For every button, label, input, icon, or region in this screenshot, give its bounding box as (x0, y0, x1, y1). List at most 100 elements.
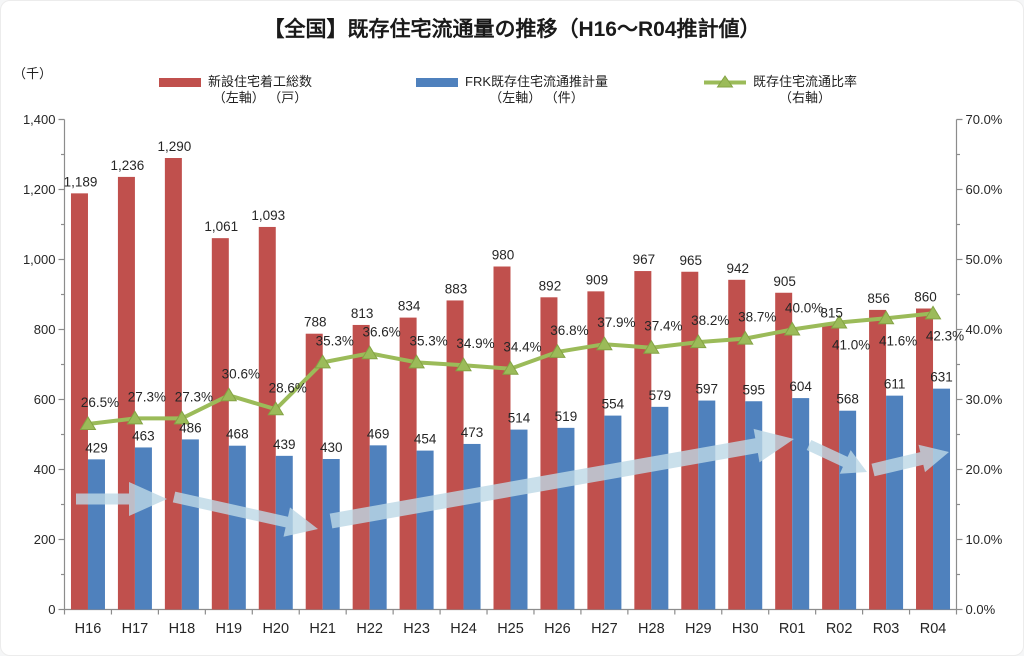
bars (70, 158, 951, 610)
x-axis-label: H29 (685, 621, 712, 637)
ratio-marker (361, 345, 379, 360)
ratio-value-label: 30.6% (222, 366, 260, 381)
frk-value-label: 597 (696, 382, 719, 397)
ratio-marker (314, 354, 332, 369)
new-starts-value-label: 834 (398, 299, 421, 314)
ratio-marker (549, 343, 566, 358)
bar-frk-existing-volume (134, 447, 152, 610)
ratio-marker (126, 410, 144, 425)
bar-new-housing-starts (70, 193, 88, 610)
trend-arrow (172, 491, 318, 537)
trend-arrow (806, 440, 867, 474)
trend-arrow (76, 482, 167, 516)
frk-value-label: 463 (132, 428, 155, 443)
frk-value-label: 439 (273, 437, 296, 452)
legend-label: FRK既存住宅流通推計量 （左軸） （件） (465, 74, 609, 105)
frk-value-label: 468 (226, 427, 249, 442)
x-axis-label: H25 (497, 621, 524, 637)
ratio-value-label: 36.8% (550, 323, 588, 338)
ratio-value-label: 35.3% (409, 333, 447, 348)
legend-bar-swatch (159, 78, 201, 87)
bar-new-housing-starts (446, 300, 464, 610)
new-starts-value-label: 1,236 (111, 158, 145, 173)
new-starts-value-label: 860 (914, 290, 937, 305)
bar-frk-existing-volume (369, 445, 387, 610)
x-axis-label: H17 (122, 621, 149, 637)
x-axis-label: H28 (638, 621, 665, 637)
x-axis-label: H24 (450, 621, 477, 637)
ratio-marker (267, 401, 285, 416)
left-axis-tick-label: 200 (34, 532, 56, 547)
legend-label: 既存住宅流通比率 （右軸） (753, 74, 858, 105)
ratio-value-label: 38.2% (691, 313, 729, 328)
ratio-value-label: 28.6% (269, 380, 307, 395)
x-axis-label: H18 (169, 621, 196, 637)
x-axis-label: H21 (309, 621, 336, 637)
ratio-marker (736, 330, 754, 345)
bar-new-housing-starts (352, 324, 370, 610)
ratio-marker (924, 305, 942, 320)
chart-title: 【全国】既存住宅流通量の推移（H16～R04推計値） (263, 18, 761, 41)
right-axis-tick-label: 20.0% (966, 462, 1003, 477)
legend-label: 新設住宅着工総数 （左軸） （戸） (208, 74, 313, 105)
bar-new-housing-starts (164, 158, 182, 610)
bar-frk-existing-volume (228, 445, 246, 610)
new-starts-value-label: 1,290 (157, 139, 191, 154)
ratio-marker (502, 360, 519, 375)
value-labels: 1,189 1,236 1,290 1,061 1,093 788 813 834 883 980… (64, 139, 965, 455)
new-starts-value-label: 980 (492, 248, 515, 263)
bar-frk-existing-volume (557, 427, 575, 610)
axis-tick-labels: 0 200 400 600 800 1,000 1,200 1,400 0.0% 10.0% 20.… (23, 112, 1003, 617)
ratio-marker (408, 354, 425, 369)
bar-new-housing-starts (634, 271, 652, 610)
frk-value-label: 595 (742, 382, 765, 397)
ratio-marker (79, 416, 97, 430)
frk-value-label: 514 (508, 411, 531, 426)
trend-arrows (76, 428, 949, 537)
x-axis-label: H30 (732, 621, 759, 637)
x-axis-label: R03 (873, 621, 900, 637)
frk-value-label: 579 (649, 388, 672, 403)
x-axis-label: R02 (826, 621, 853, 637)
bar-frk-existing-volume (933, 388, 951, 610)
left-axis-tick-label: 1,400 (23, 112, 56, 127)
new-starts-value-label: 1,061 (204, 219, 238, 234)
bar-frk-existing-volume (604, 415, 622, 610)
left-axis-tick-label: 1,200 (23, 182, 56, 197)
left-axis-tick-label: 0 (48, 602, 55, 617)
new-starts-value-label: 905 (773, 274, 796, 289)
left-axis-unit-label: （千） (13, 66, 53, 81)
new-starts-value-label: 813 (351, 306, 374, 321)
ratio-value-label: 26.5% (81, 395, 119, 410)
trend-arrow (871, 444, 949, 477)
bar-frk-existing-volume (181, 439, 199, 610)
left-axis-tick-label: 1,000 (23, 252, 56, 267)
bar-new-housing-starts (822, 324, 840, 610)
left-axis-tick-label: 400 (34, 462, 56, 477)
ratio-marker (173, 410, 191, 425)
x-axis-labels: H16 H17 H18 H19 H20 H21 H22 H23 H24 H25 H26 H27 H28 H… (75, 621, 947, 637)
ratio-value-label: 27.3% (175, 389, 213, 404)
bar-new-housing-starts (540, 297, 558, 610)
ratio-line (79, 305, 942, 430)
ratio-marker (596, 336, 613, 351)
bar-frk-existing-volume (416, 450, 434, 610)
ratio-marker (830, 314, 848, 329)
bar-frk-existing-volume (87, 459, 105, 610)
bar-frk-existing-volume (886, 395, 904, 610)
frk-value-label: 611 (884, 377, 906, 392)
legend-bar-swatch (416, 78, 458, 87)
frk-value-label: 568 (836, 392, 859, 407)
x-axis-label: R04 (920, 621, 947, 637)
right-axis-tick-label: 10.0% (966, 532, 1003, 547)
new-starts-value-label: 856 (867, 291, 890, 306)
new-starts-value-label: 967 (633, 252, 656, 267)
x-axis-label: H19 (216, 621, 243, 637)
new-starts-value-label: 815 (820, 305, 843, 320)
left-axis-tick-label: 600 (34, 392, 56, 407)
frk-value-label: 469 (367, 426, 390, 441)
bar-frk-existing-volume (839, 410, 857, 610)
right-axis-tick-label: 60.0% (966, 182, 1003, 197)
frk-value-label: 430 (320, 440, 343, 455)
